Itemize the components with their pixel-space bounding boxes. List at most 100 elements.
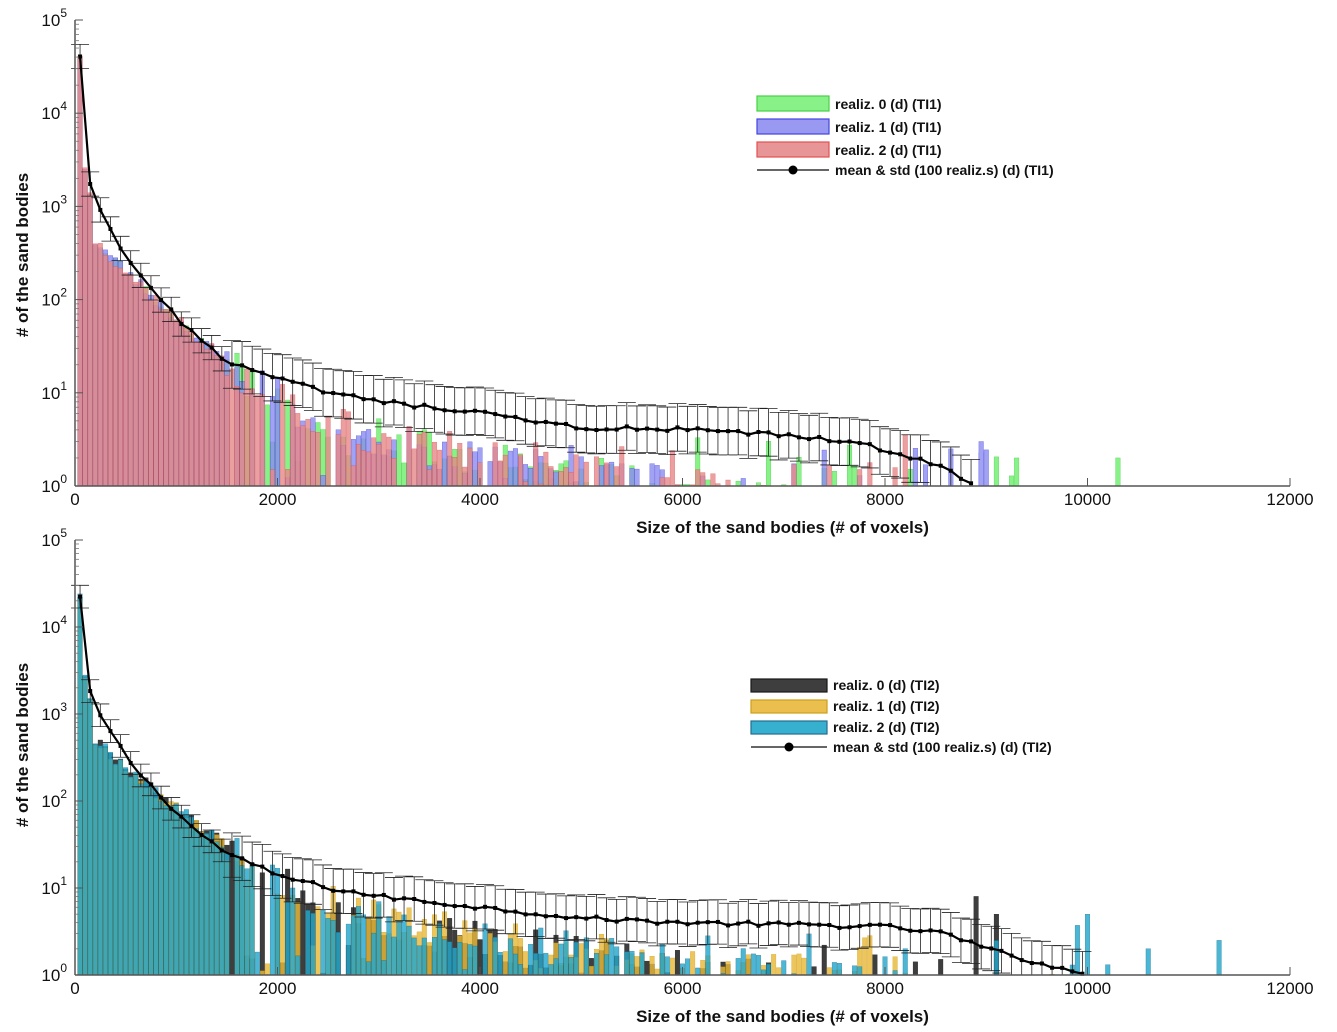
histogram-bar (345, 411, 351, 487)
histogram-bar (123, 272, 129, 487)
histogram-bar (796, 457, 802, 487)
histogram-bar (462, 969, 468, 976)
histogram-bar (173, 803, 179, 976)
histogram-bar (573, 941, 579, 976)
histogram-bar (502, 951, 508, 976)
histogram-bar (583, 937, 589, 976)
histogram-bar (148, 782, 154, 976)
y-tick-base: 10 (41, 618, 60, 637)
histogram-bar (548, 964, 554, 976)
histogram-bar (599, 465, 604, 487)
histogram-bar (558, 943, 564, 976)
histogram-bar (442, 939, 448, 976)
histogram-bar (411, 448, 417, 487)
histogram-bar (791, 464, 797, 487)
histogram-bar (629, 950, 635, 976)
legend-label: realiz. 2 (d) (TI2) (833, 719, 940, 735)
histogram-bar (467, 447, 473, 487)
y-tick-exponent: 0 (60, 961, 67, 975)
histogram-bar (690, 951, 696, 976)
histogram-bar (649, 955, 655, 976)
histogram-bar (563, 467, 569, 487)
histogram-bar (366, 451, 372, 487)
histogram-bar (391, 458, 397, 487)
histogram-bar (543, 953, 549, 976)
histogram-bar (391, 936, 397, 976)
histogram-bar (421, 431, 427, 487)
histogram-bar (143, 780, 149, 976)
histogram-bar (295, 413, 301, 487)
histogram-bar (128, 776, 134, 976)
histogram-bar (300, 425, 306, 487)
y-axis-title: # of the sand bodies (13, 173, 32, 337)
histogram-bar (356, 444, 361, 487)
histogram-bar (416, 945, 422, 976)
histogram-bar (492, 442, 498, 487)
legend-swatch (756, 141, 830, 158)
mean-line (78, 56, 972, 485)
histogram-bar (254, 951, 260, 976)
histogram-bar (593, 953, 599, 976)
histogram-bar (487, 933, 493, 976)
histogram-bar (269, 469, 275, 487)
histogram-bar (234, 386, 240, 487)
histogram-bar (133, 281, 139, 487)
y-tick-base: 10 (41, 197, 60, 216)
histogram-bar (568, 957, 574, 976)
histogram-bar (310, 431, 316, 487)
histogram-bar (381, 960, 387, 976)
histogram-bar (183, 809, 189, 976)
histogram-bar (578, 943, 584, 976)
histogram-bar (376, 443, 382, 487)
histogram-bar (811, 966, 817, 976)
histogram-bar (143, 288, 149, 487)
histogram-bar (750, 953, 756, 976)
histogram-bar (92, 243, 98, 487)
histogram-bar (381, 433, 387, 487)
histogram-bar (285, 469, 291, 487)
y-tick-label: 101 (41, 379, 67, 403)
histogram-bar (700, 472, 706, 487)
histogram-bar (533, 953, 539, 976)
bars-group (77, 55, 1121, 487)
y-tick-label: 105 (41, 526, 67, 550)
x-tick-label: 10000 (1064, 979, 1111, 998)
y-tick-base: 10 (41, 384, 60, 403)
histogram-bar (244, 868, 250, 976)
histogram-bar (1115, 457, 1121, 487)
x-tick-label: 12000 (1266, 490, 1313, 509)
histogram-bar (872, 954, 878, 976)
mean-std-group (71, 584, 1092, 976)
histogram-bar (264, 404, 270, 487)
histogram-bar (685, 958, 691, 976)
y-tick-base: 10 (41, 531, 60, 550)
histogram-bar (507, 450, 513, 487)
histogram-bar (401, 462, 407, 487)
histogram-bar (153, 787, 159, 976)
histogram-bar (138, 783, 144, 976)
histogram-bar (163, 308, 169, 487)
y-tick-base: 10 (41, 705, 60, 724)
histogram-bar (467, 944, 473, 976)
histogram-bar (128, 274, 134, 487)
y-tick-label: 103 (41, 192, 67, 216)
histogram-bar (502, 454, 508, 487)
histogram-bar (1009, 475, 1015, 487)
y-tick-label: 101 (41, 874, 67, 898)
histogram-bar (426, 469, 432, 487)
histogram-bar (194, 828, 199, 976)
legend-label: realiz. 0 (d) (TI2) (833, 677, 940, 693)
histogram-bar (113, 266, 118, 487)
histogram-bar (462, 920, 468, 976)
histogram-bar (664, 477, 670, 487)
x-tick-label: 0 (70, 490, 79, 509)
legend-label: realiz. 0 (d) (TI1) (835, 96, 942, 112)
histogram-bar (978, 441, 984, 487)
histogram-bar (497, 952, 503, 976)
legend-swatch (756, 118, 830, 135)
legend-label: mean & std (100 realiz.s) (d) (TI1) (835, 162, 1054, 178)
histogram-bar (199, 342, 205, 487)
histogram-bar (1216, 940, 1222, 976)
histogram-bar (173, 319, 179, 487)
histogram-bar (97, 745, 103, 976)
